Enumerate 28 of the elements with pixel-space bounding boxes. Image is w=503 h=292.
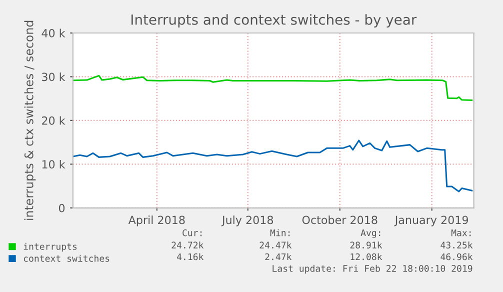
- text: Min:: [270, 229, 290, 236]
- y-tick-label: 40 k: [42, 28, 66, 38]
- line-series: [72, 140, 473, 192]
- text: Last update: Fri Feb 22 18:00:10 2019: [272, 264, 472, 274]
- legend-label: context switches: [24, 254, 110, 262]
- y-tick-label: 20 k: [42, 116, 66, 125]
- text: 4.16k: [176, 253, 204, 260]
- text: Avg:: [360, 229, 380, 238]
- text: Max:: [451, 230, 471, 236]
- text: 24.47k: [260, 242, 292, 248]
- text: 24.72k: [172, 242, 204, 248]
- x-tick-label: January 2019: [394, 216, 468, 226]
- chart-title: Interrupts and context switches - by year: [132, 14, 417, 28]
- text: 46.96k: [440, 253, 473, 260]
- text: 28.91k: [350, 242, 382, 249]
- y-tick-label: 10 k: [42, 160, 66, 169]
- text: Cur:: [182, 229, 202, 236]
- x-tick-label: April 2018: [128, 216, 185, 226]
- text: 43.25k: [440, 242, 473, 249]
- y-tick-label: 0: [58, 204, 65, 212]
- x-tick-label: July 2018: [221, 216, 274, 226]
- y-axis-title: interrupts & ctx switches / second: [24, 20, 36, 220]
- x-tick-label: October 2018: [302, 216, 378, 224]
- legend-label: interrupts: [24, 242, 77, 252]
- text: 12.08k: [350, 253, 382, 260]
- y-tick-label: 30 k: [42, 72, 66, 82]
- text: 2.47k: [265, 253, 292, 260]
- line-series: [72, 74, 473, 101]
